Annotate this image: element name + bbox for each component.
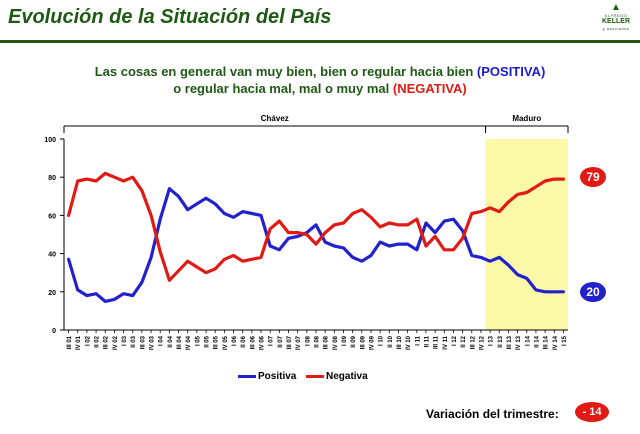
x-tick-label: I 14 (525, 335, 531, 346)
x-tick-label: IV 09 (369, 335, 375, 350)
legend-negativa-label: Negativa (326, 371, 368, 382)
x-tick-label: III 09 (360, 335, 366, 349)
subtitle-line2: o regular hacia mal, mal o muy mal (NEGA… (0, 81, 640, 96)
x-tick-label: II 05 (205, 335, 211, 347)
x-tick-label: III 08 (324, 335, 330, 349)
x-tick-label: III 12 (470, 335, 476, 349)
legend-negativa-swatch (306, 374, 324, 378)
x-tick-label: II 10 (388, 335, 394, 347)
x-tick-label: II 12 (461, 335, 467, 347)
x-tick-label: III 04 (177, 335, 183, 349)
x-tick-label: IV 01 (76, 335, 82, 350)
x-tick-label: III 14 (544, 335, 550, 349)
subtitle-negativa: (NEGATIVA) (392, 81, 467, 96)
x-tick-label: IV 13 (516, 335, 522, 350)
y-tick-label: 20 (48, 290, 56, 297)
y-tick-label: 0 (52, 328, 56, 335)
x-tick-label: II 13 (498, 335, 504, 347)
x-tick-label: II 14 (534, 335, 540, 347)
x-tick-label: III 05 (214, 335, 220, 349)
positiva-last-badge: 20 (580, 282, 606, 302)
x-tick-label: I 15 (562, 335, 568, 346)
x-tick-label: III 03 (140, 335, 146, 349)
x-tick-label: I 02 (85, 335, 91, 346)
y-tick-label: 60 (48, 213, 56, 220)
x-tick-label: IV 04 (186, 335, 192, 350)
x-tick-label: I 10 (379, 335, 385, 346)
logo-line1: ALFREDO (604, 13, 628, 18)
x-tick-label: IV 08 (333, 335, 339, 350)
x-tick-label: III 02 (104, 335, 110, 349)
x-tick-label: II 03 (131, 335, 137, 347)
logo-line3: y asociados (602, 26, 630, 31)
x-tick-label: II 08 (315, 335, 321, 347)
x-tick-label: I 12 (452, 335, 458, 346)
variacion-label: Variación del trimestre: (426, 407, 559, 421)
variacion-badge: - 14 (575, 402, 609, 422)
negativa-last-badge: 79 (580, 167, 606, 187)
x-tick-label: IV 05 (223, 335, 229, 350)
x-tick-label: I 09 (342, 335, 348, 346)
page-title: Evolución de la Situación del País (8, 6, 332, 28)
company-logo: ▲ ALFREDO KELLER y asociados (596, 3, 636, 39)
x-tick-label: III 01 (67, 335, 73, 349)
x-tick-label: IV 03 (150, 335, 156, 350)
x-tick-label: I 13 (489, 335, 495, 346)
y-tick-label: 40 (48, 252, 56, 259)
x-tick-label: II 09 (351, 335, 357, 347)
x-tick-label: I 03 (122, 335, 128, 346)
x-tick-label: III 06 (250, 335, 256, 349)
x-tick-label: IV 11 (443, 335, 449, 349)
legend-negativa: Negativa (306, 371, 368, 382)
y-tick-label: 100 (44, 137, 56, 144)
series-line-positiva (66, 187, 566, 303)
x-tick-label: IV 07 (296, 335, 302, 350)
legend-positiva: Positiva (238, 371, 296, 382)
x-tick-label: II 04 (168, 335, 174, 347)
x-tick-label: IV 06 (260, 335, 266, 350)
x-tick-label: I 11 (415, 335, 421, 345)
legend-positiva-swatch (238, 374, 256, 378)
subtitle-line1: Las cosas en general van muy bien, bien … (0, 64, 640, 79)
header-divider (0, 40, 640, 43)
x-tick-label: IV 10 (406, 335, 412, 350)
subtitle-line1-text: Las cosas en general van muy bien, bien … (94, 64, 477, 79)
maduro-period-band (485, 139, 568, 330)
y-tick-label: 80 (48, 175, 56, 182)
x-tick-label: III 07 (287, 335, 293, 349)
x-tick-label: IV 12 (479, 335, 485, 350)
x-tick-label: I 08 (305, 335, 311, 346)
x-tick-label: I 07 (269, 335, 275, 346)
subtitle-line2-text: o regular hacia mal, mal o muy mal (173, 81, 393, 96)
x-tick-label: IV 14 (553, 335, 559, 350)
logo-mark-icon: ▲ (611, 2, 621, 13)
x-tick-label: I 06 (232, 335, 238, 346)
x-tick-label: II 06 (241, 335, 247, 347)
subtitle-positiva: (POSITIVA) (476, 64, 546, 79)
x-tick-label: III 10 (397, 335, 403, 349)
x-tick-label: I 05 (195, 335, 201, 346)
chavez-period-label: Chávez (261, 114, 289, 123)
x-tick-label: I 04 (159, 335, 165, 346)
logo-line2: KELLER (602, 18, 630, 25)
x-tick-label: IV 02 (113, 335, 119, 350)
x-tick-label: II 11 (424, 335, 430, 347)
x-tick-label: II 07 (278, 335, 284, 347)
x-tick-label: III 11 (434, 335, 440, 349)
series-line-negativa (66, 171, 566, 282)
x-tick-label: III 13 (507, 335, 513, 349)
maduro-period-label: Maduro (512, 114, 541, 123)
legend-positiva-label: Positiva (258, 371, 297, 382)
x-tick-label: II 02 (95, 335, 101, 347)
